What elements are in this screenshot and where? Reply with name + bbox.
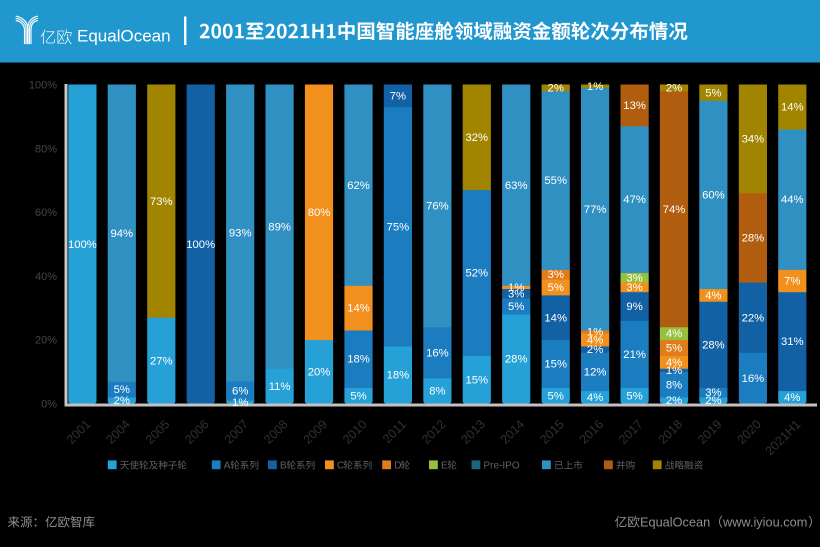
svg-text:4%: 4% xyxy=(587,392,603,404)
svg-text:5%: 5% xyxy=(548,282,564,294)
svg-text:93%: 93% xyxy=(229,228,252,240)
svg-text:C: C xyxy=(337,461,344,472)
svg-text:0%: 0% xyxy=(41,399,57,411)
svg-text:32%: 32% xyxy=(465,132,488,144)
svg-text:EqualOcean: EqualOcean xyxy=(640,515,710,530)
svg-text:3%: 3% xyxy=(508,288,524,300)
svg-text:D: D xyxy=(394,461,401,472)
svg-text:5%: 5% xyxy=(114,384,130,396)
svg-text:55%: 55% xyxy=(544,175,567,187)
svg-text:14%: 14% xyxy=(347,303,370,315)
svg-text:16%: 16% xyxy=(426,347,449,359)
svg-text:2%: 2% xyxy=(114,395,130,407)
svg-text:18%: 18% xyxy=(347,354,370,366)
svg-text:1%: 1% xyxy=(587,81,603,93)
svg-text:9%: 9% xyxy=(626,301,642,313)
svg-text:74%: 74% xyxy=(663,204,686,216)
svg-text:21%: 21% xyxy=(623,349,646,361)
svg-text:A: A xyxy=(224,461,231,472)
svg-text:34%: 34% xyxy=(742,134,765,146)
svg-text:31%: 31% xyxy=(781,336,804,348)
svg-text:63%: 63% xyxy=(505,180,528,192)
svg-text:2%: 2% xyxy=(705,395,721,407)
svg-text:Pre-IPO: Pre-IPO xyxy=(484,461,520,472)
svg-text:77%: 77% xyxy=(584,204,607,216)
svg-text:18%: 18% xyxy=(387,370,410,382)
svg-text:80%: 80% xyxy=(308,207,331,219)
svg-text:22%: 22% xyxy=(742,312,765,324)
svg-text:47%: 47% xyxy=(623,194,646,206)
svg-text:5%: 5% xyxy=(508,301,524,313)
svg-text:16%: 16% xyxy=(742,373,765,385)
svg-text:73%: 73% xyxy=(150,196,173,208)
svg-text:EqualOcean: EqualOcean xyxy=(77,27,171,46)
svg-text:100%: 100% xyxy=(68,239,97,251)
svg-text:75%: 75% xyxy=(387,221,410,233)
svg-text:2%: 2% xyxy=(587,344,603,356)
svg-text:7%: 7% xyxy=(784,276,800,288)
svg-text:1%: 1% xyxy=(508,282,524,294)
svg-text:14%: 14% xyxy=(544,312,567,324)
svg-text:www.iyiou.com: www.iyiou.com xyxy=(722,515,807,530)
svg-text:2%: 2% xyxy=(666,395,682,407)
svg-text:14%: 14% xyxy=(781,102,804,114)
svg-text:3%: 3% xyxy=(705,387,721,399)
svg-text:76%: 76% xyxy=(426,201,449,213)
svg-text:28%: 28% xyxy=(505,354,528,366)
svg-text:4%: 4% xyxy=(784,392,800,404)
svg-text:28%: 28% xyxy=(702,339,725,351)
svg-text:5%: 5% xyxy=(350,390,366,402)
svg-text:100%: 100% xyxy=(29,80,57,92)
svg-text:15%: 15% xyxy=(544,359,567,371)
svg-text:4%: 4% xyxy=(705,290,721,302)
svg-text:20%: 20% xyxy=(35,335,57,347)
svg-text:1%: 1% xyxy=(232,397,248,409)
svg-text:100%: 100% xyxy=(186,239,215,251)
svg-text:4%: 4% xyxy=(666,328,682,340)
svg-text:40%: 40% xyxy=(35,271,57,283)
svg-text:5%: 5% xyxy=(666,343,682,355)
svg-text:89%: 89% xyxy=(268,221,291,233)
svg-text:8%: 8% xyxy=(429,386,445,398)
svg-text:4%: 4% xyxy=(587,335,603,347)
svg-text:2%: 2% xyxy=(548,83,564,95)
svg-text:4%: 4% xyxy=(666,357,682,369)
svg-text:1%: 1% xyxy=(587,327,603,339)
svg-text:1%: 1% xyxy=(666,365,682,377)
svg-text:20%: 20% xyxy=(308,367,331,379)
svg-text:11%: 11% xyxy=(269,381,291,393)
svg-text:7%: 7% xyxy=(390,91,406,103)
svg-text:60%: 60% xyxy=(702,190,725,202)
svg-text:80%: 80% xyxy=(35,143,57,155)
svg-text:3%: 3% xyxy=(626,282,642,294)
svg-text:13%: 13% xyxy=(623,100,646,112)
svg-text:6%: 6% xyxy=(232,386,248,398)
svg-text:52%: 52% xyxy=(465,268,488,280)
svg-text:94%: 94% xyxy=(110,228,133,240)
svg-text:B: B xyxy=(280,461,287,472)
svg-text:5%: 5% xyxy=(626,390,642,402)
svg-text:60%: 60% xyxy=(35,207,57,219)
svg-text:12%: 12% xyxy=(584,367,607,379)
svg-text:62%: 62% xyxy=(347,180,370,192)
svg-text:3%: 3% xyxy=(626,272,642,284)
svg-text:15%: 15% xyxy=(465,375,488,387)
svg-text:28%: 28% xyxy=(742,233,765,245)
svg-text:5%: 5% xyxy=(548,390,564,402)
svg-text:44%: 44% xyxy=(781,194,804,206)
svg-text:3%: 3% xyxy=(548,269,564,281)
svg-text:2%: 2% xyxy=(666,83,682,95)
svg-text:27%: 27% xyxy=(150,355,173,367)
svg-text:5%: 5% xyxy=(705,87,721,99)
svg-text:E: E xyxy=(441,461,448,472)
svg-text:8%: 8% xyxy=(666,379,682,391)
